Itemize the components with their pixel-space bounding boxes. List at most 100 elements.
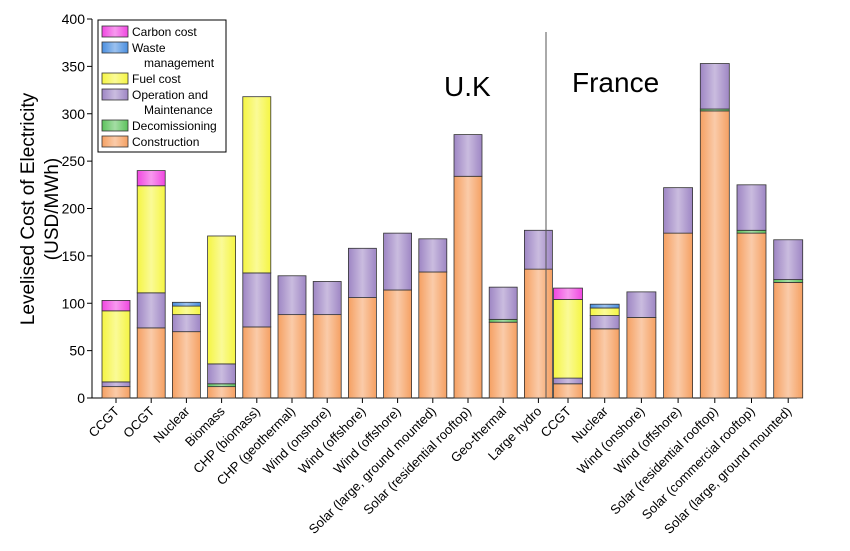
bar-stack xyxy=(207,235,237,399)
bar-segment-om xyxy=(453,134,483,177)
bar-segment-construction xyxy=(347,297,377,399)
bar-segment-decom xyxy=(488,318,518,323)
bar-segment-fuel xyxy=(553,299,583,379)
y-tick-label: 0 xyxy=(77,390,85,406)
x-axis xyxy=(92,397,797,403)
bar-segment-construction xyxy=(488,321,518,399)
bar-segment-construction xyxy=(207,386,237,399)
bar-segment-construction xyxy=(524,268,553,399)
y-axis-title: Levelised Cost of Electricity (USD/MWh) xyxy=(18,92,63,325)
bar-segment-om xyxy=(171,314,201,333)
bar-segment-construction xyxy=(553,383,583,399)
bar-segment-waste xyxy=(589,303,620,309)
y-tick-label: 300 xyxy=(62,106,86,122)
bar-segment-carbon xyxy=(101,300,131,312)
bar-segment-om xyxy=(663,187,693,234)
bar-segment-om xyxy=(101,381,131,388)
y-tick-label: 250 xyxy=(62,153,86,169)
bar-segment-carbon xyxy=(136,170,166,187)
legend-label-fuel: Fuel cost xyxy=(132,72,181,86)
bar-segment-construction xyxy=(277,314,307,399)
y-axis: 0 50 100 150 200 250 300 350 400 xyxy=(62,11,93,406)
y-tick-label: 100 xyxy=(62,295,86,311)
panel-label: France xyxy=(572,67,659,98)
legend-swatch-construction xyxy=(101,135,129,148)
y-tick-label: 350 xyxy=(62,58,86,74)
bar-segment-om xyxy=(773,239,804,280)
bar-segment-decom xyxy=(773,279,804,283)
y-axis-title-line: (USD/MWh) xyxy=(42,158,63,260)
panel-label: U.K xyxy=(444,71,491,102)
y-axis-title-line: Levelised Cost of Electricity xyxy=(18,92,39,325)
bar-segment-om xyxy=(488,286,518,320)
bar-stack xyxy=(699,63,730,399)
legend-label-om: Operation and xyxy=(132,88,208,102)
bar-stack xyxy=(418,238,448,399)
legend-label-decom: Decomissioning xyxy=(132,119,217,133)
bar-segment-om xyxy=(418,238,448,273)
y-tick-label: 200 xyxy=(62,201,86,217)
bar-segment-construction xyxy=(383,289,413,399)
bar-segment-decom xyxy=(736,229,767,234)
bar-stack xyxy=(488,286,518,399)
bar-segment-fuel xyxy=(101,310,131,383)
bar-stack xyxy=(277,275,307,399)
bar-segment-decom xyxy=(207,383,237,388)
bar-segment-om xyxy=(589,315,620,330)
y-tick-label: 50 xyxy=(69,343,85,359)
legend-label-om: Maintenance xyxy=(144,103,213,117)
bar-stack xyxy=(453,134,483,399)
bar-segment-waste xyxy=(171,301,201,307)
bar-segment-fuel xyxy=(171,305,201,316)
bar-segment-construction xyxy=(736,232,767,399)
bar-segment-construction xyxy=(773,282,804,399)
legend-swatch-waste xyxy=(101,41,129,54)
bar-segment-fuel xyxy=(136,185,166,294)
bar-stack xyxy=(171,301,201,399)
legend-swatch-fuel xyxy=(101,72,129,85)
legend-label-construction: Construction xyxy=(132,135,199,149)
legend-swatch-carbon xyxy=(101,25,129,38)
bar-segment-om xyxy=(242,272,272,328)
bar-stack xyxy=(524,229,553,399)
bar-stack xyxy=(589,303,620,399)
bar-segment-om xyxy=(736,184,767,231)
bar-stack xyxy=(101,300,131,399)
bar-segment-construction xyxy=(589,328,620,399)
bar-segment-om xyxy=(383,232,413,291)
legend-label-waste: management xyxy=(144,56,215,70)
panel-labels: U.K France xyxy=(444,67,659,102)
bars xyxy=(101,63,804,399)
bar-segment-om xyxy=(136,292,166,329)
bar-stack xyxy=(736,184,767,399)
bar-segment-fuel xyxy=(242,96,272,274)
bar-stack xyxy=(773,239,804,399)
bar-segment-fuel xyxy=(207,235,237,365)
bar-segment-construction xyxy=(418,271,448,399)
x-tick-label: CCGT xyxy=(85,403,122,440)
bar-segment-construction xyxy=(312,314,342,399)
bar-segment-om xyxy=(553,377,583,385)
legend-swatch-om xyxy=(101,88,129,101)
bar-segment-construction xyxy=(699,110,730,399)
legend-label-waste: Waste xyxy=(132,41,166,55)
bar-segment-om xyxy=(626,291,657,318)
bar-segment-om xyxy=(524,229,553,270)
bar-stack xyxy=(242,96,272,399)
bar-segment-om xyxy=(699,63,730,110)
bar-segment-construction xyxy=(171,331,201,399)
bar-stack xyxy=(553,287,583,399)
bar-segment-construction xyxy=(101,386,131,399)
bar-stack xyxy=(626,291,657,399)
bar-segment-om xyxy=(207,363,237,385)
bar-stack xyxy=(663,187,693,399)
bar-segment-carbon xyxy=(553,287,583,300)
legend-label-carbon: Carbon cost xyxy=(132,25,197,39)
bar-segment-fuel xyxy=(589,307,620,316)
bar-segment-om xyxy=(347,247,377,298)
bar-segment-construction xyxy=(242,326,272,399)
y-tick-label: 400 xyxy=(62,11,86,27)
